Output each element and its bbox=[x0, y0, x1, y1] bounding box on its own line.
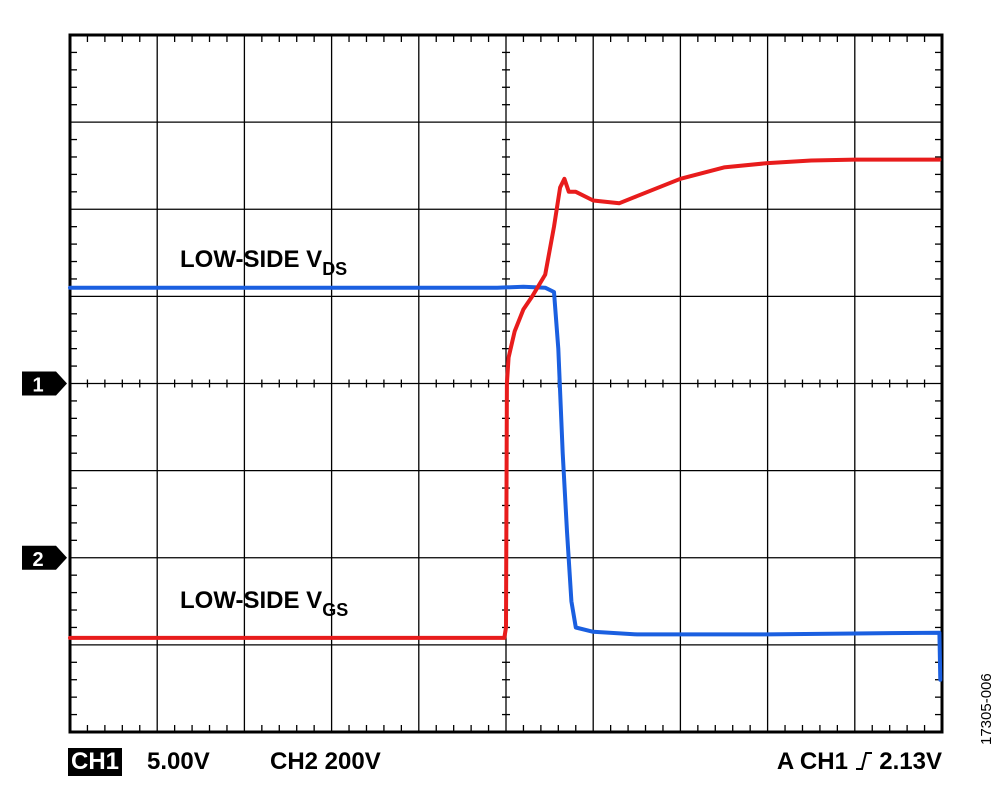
channel-marker bbox=[22, 371, 67, 396]
trigger-source: A CH1 bbox=[776, 748, 848, 775]
rising-edge-icon bbox=[855, 752, 872, 770]
graticule-border bbox=[68, 33, 944, 734]
trace-labels: LOW-SIDE VDS LOW-SIDE VGS bbox=[180, 246, 348, 620]
ch2-scale: CH2 200V bbox=[270, 748, 381, 775]
trace-ch1 bbox=[68, 157, 942, 640]
figure-id: 17305-006 bbox=[978, 673, 995, 745]
channel-marker-label: 1 bbox=[32, 375, 43, 397]
channel-marker-label: 2 bbox=[32, 549, 43, 571]
trigger-readout: A CH1 2.13V bbox=[777, 748, 942, 776]
trace-label-ch2: LOW-SIDE VDS bbox=[180, 246, 347, 279]
ch1-badge: CH1 bbox=[68, 748, 123, 776]
trace-ch2 bbox=[68, 284, 943, 682]
trigger-level: 2.13V bbox=[879, 748, 942, 775]
channel-marker bbox=[22, 545, 67, 570]
traces bbox=[68, 157, 943, 682]
ch1-scale: 5.00V bbox=[147, 748, 210, 775]
channel-markers: 12 bbox=[22, 371, 67, 571]
trace-label-ch1: LOW-SIDE VGS bbox=[180, 587, 348, 620]
